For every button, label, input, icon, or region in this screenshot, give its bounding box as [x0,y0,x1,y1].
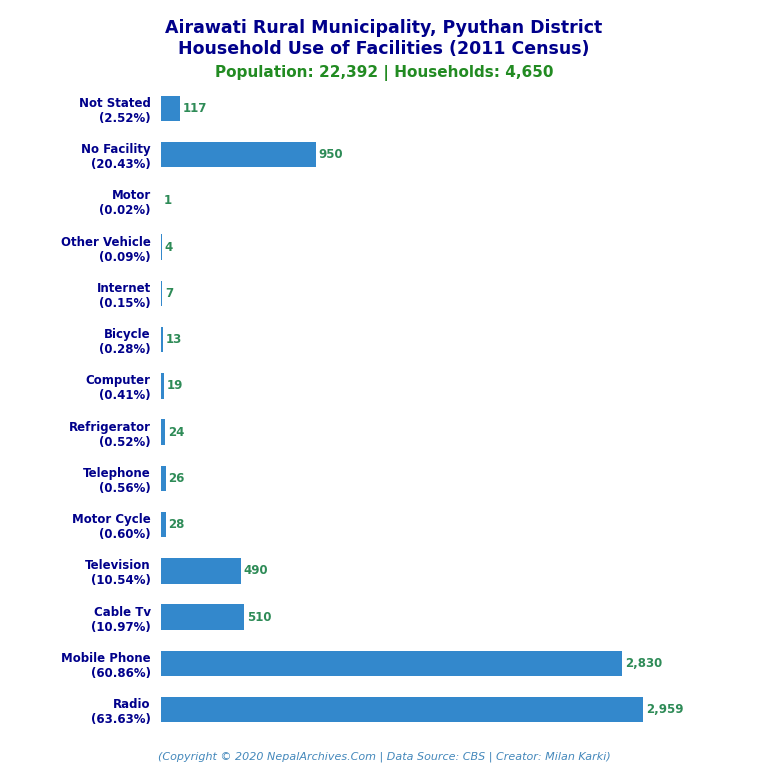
Bar [161,142,316,167]
Text: 510: 510 [247,611,271,624]
Text: 13: 13 [166,333,182,346]
Bar [161,280,162,306]
Text: Household Use of Facilities (2011 Census): Household Use of Facilities (2011 Census… [178,40,590,58]
Text: Airawati Rural Municipality, Pyuthan District: Airawati Rural Municipality, Pyuthan Dis… [165,19,603,37]
Text: 7: 7 [165,287,173,300]
Text: Population: 22,392 | Households: 4,650: Population: 22,392 | Households: 4,650 [215,65,553,81]
Text: (Copyright © 2020 NepalArchives.Com | Data Source: CBS | Creator: Milan Karki): (Copyright © 2020 NepalArchives.Com | Da… [157,751,611,762]
Bar [161,558,241,584]
Bar [161,604,244,630]
Text: 26: 26 [168,472,184,485]
Text: 950: 950 [319,148,343,161]
Text: 117: 117 [183,102,207,115]
Text: 490: 490 [243,564,268,578]
Text: 19: 19 [167,379,184,392]
Text: 4: 4 [164,240,173,253]
Bar [161,327,164,353]
Text: 2,830: 2,830 [624,657,662,670]
Bar [161,465,166,491]
Bar [161,419,165,445]
Bar [161,511,166,538]
Bar [161,650,622,676]
Text: 28: 28 [168,518,184,531]
Text: 1: 1 [164,194,172,207]
Text: 24: 24 [167,425,184,439]
Bar [161,373,164,399]
Text: 2,959: 2,959 [646,703,684,716]
Bar [161,96,180,121]
Bar [161,697,644,722]
